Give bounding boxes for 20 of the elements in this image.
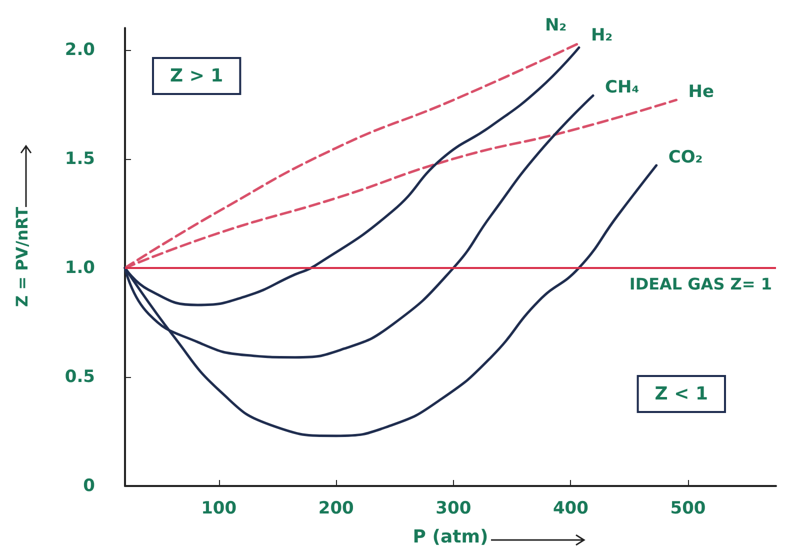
y-tick-label: 0: [83, 476, 96, 496]
x-tick-label: 400: [552, 498, 589, 518]
x-axis-title: P (atm): [412, 526, 488, 548]
series-label: He: [688, 82, 714, 102]
x-tick-label: 500: [670, 498, 706, 518]
series-label: N₂: [544, 16, 567, 36]
ref-line-label: IDEAL GAS Z= 1: [629, 274, 772, 294]
y-axis-title: Z = PV/nRT: [12, 206, 32, 308]
x-tick-label: 300: [436, 498, 472, 518]
series-label: CH₄: [605, 78, 640, 98]
y-tick-label: 0.5: [64, 366, 95, 387]
annotation: Z < 1: [654, 384, 708, 404]
annotation: Z > 1: [170, 66, 224, 86]
y-tick-label: 1.5: [64, 148, 95, 169]
series-label: H₂: [590, 25, 613, 46]
y-tick-label: 1.0: [64, 258, 96, 278]
x-tick-label: 100: [201, 498, 237, 518]
y-tick-label: 2.0: [64, 40, 96, 60]
x-tick-label: 200: [318, 498, 354, 518]
series-label: CO₂: [668, 147, 703, 168]
